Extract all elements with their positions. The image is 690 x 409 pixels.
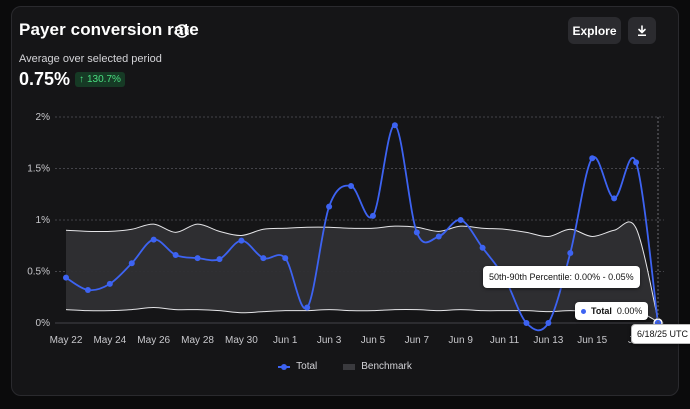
chart-card [11, 6, 679, 396]
y-tick-label: 1% [36, 215, 51, 226]
x-tick-label: May 30 [225, 335, 258, 346]
change-value: 130.7% [87, 74, 121, 85]
total-data-point [194, 255, 201, 262]
total-data-point [523, 320, 530, 326]
info-icon[interactable] [175, 24, 189, 38]
total-data-point [238, 237, 245, 244]
explore-button[interactable]: Explore [568, 17, 621, 44]
total-data-point [63, 274, 69, 281]
x-tick-label: Jun 9 [448, 335, 473, 346]
legend-label-benchmark: Benchmark [361, 361, 412, 372]
legend: Total Benchmark [0, 361, 690, 372]
tooltip-percentile: 50th-90th Percentile: 0.00% - 0.05% [483, 266, 640, 288]
x-tick-label: May 26 [137, 335, 170, 346]
total-data-point [545, 320, 552, 326]
total-data-point [172, 252, 179, 259]
total-data-point [369, 212, 376, 219]
x-tick-label: Jun 1 [273, 335, 298, 346]
x-tick-label: May 22 [50, 335, 83, 346]
tooltip-total: Total 0.00% [575, 302, 649, 320]
total-data-point [391, 122, 398, 129]
y-tick-label: 0% [36, 318, 51, 329]
x-tick-label: Jun 11 [490, 335, 520, 346]
total-data-point [633, 159, 640, 166]
x-tick-label: Jun 3 [317, 335, 342, 346]
download-button[interactable] [628, 17, 656, 44]
y-tick-label: 1.5% [27, 164, 50, 175]
x-tick-label: Jun 15 [577, 335, 607, 346]
arrow-up-icon: ↑ [79, 74, 84, 85]
x-tick-label: May 24 [93, 335, 126, 346]
benchmark-band [66, 221, 658, 322]
total-data-point [128, 260, 135, 267]
total-data-point [304, 304, 311, 311]
benchmark-upper-line [65, 221, 659, 321]
total-data-point [567, 249, 574, 256]
tooltip-total-value: 0.00% [616, 306, 643, 316]
download-icon [638, 24, 646, 36]
y-tick-label: 0.5% [27, 267, 50, 278]
legend-item-total[interactable]: Total [278, 361, 317, 372]
tooltip-total-dot [581, 308, 586, 314]
legend-swatch-benchmark [343, 363, 356, 370]
total-data-point [435, 233, 442, 240]
average-value: 0.75% [19, 69, 71, 89]
change-badge: ↑ 130.7% [75, 72, 125, 87]
total-data-point [479, 244, 486, 251]
total-data-point [413, 229, 420, 236]
x-tick-label: Jun 5 [361, 335, 386, 346]
legend-label-total: Total [296, 361, 318, 372]
total-data-point [611, 195, 618, 202]
total-data-point [216, 256, 223, 263]
total-data-point [348, 183, 355, 190]
benchmark-lower-line [65, 307, 659, 323]
tooltip-date: 6/18/25 UTC [631, 324, 690, 344]
total-data-point [326, 203, 333, 210]
x-tick-label: Jun 13 [533, 335, 563, 346]
y-tick-label: 2% [36, 112, 51, 123]
period-label: Average over selected period [19, 53, 162, 65]
total-data-point [589, 155, 596, 162]
total-data-point [106, 280, 113, 287]
total-data-point [260, 255, 267, 262]
legend-item-benchmark[interactable]: Benchmark [343, 361, 412, 372]
total-data-point [282, 255, 289, 262]
tooltip-total-label: Total [591, 306, 612, 316]
total-data-point [457, 217, 464, 223]
total-data-point [84, 287, 91, 294]
x-tick-label: Jun 7 [405, 335, 430, 346]
page-title: Payer conversion rate [19, 20, 199, 39]
x-tick-label: May 28 [181, 335, 214, 346]
legend-swatch-total [278, 363, 291, 370]
total-data-point [150, 236, 157, 243]
